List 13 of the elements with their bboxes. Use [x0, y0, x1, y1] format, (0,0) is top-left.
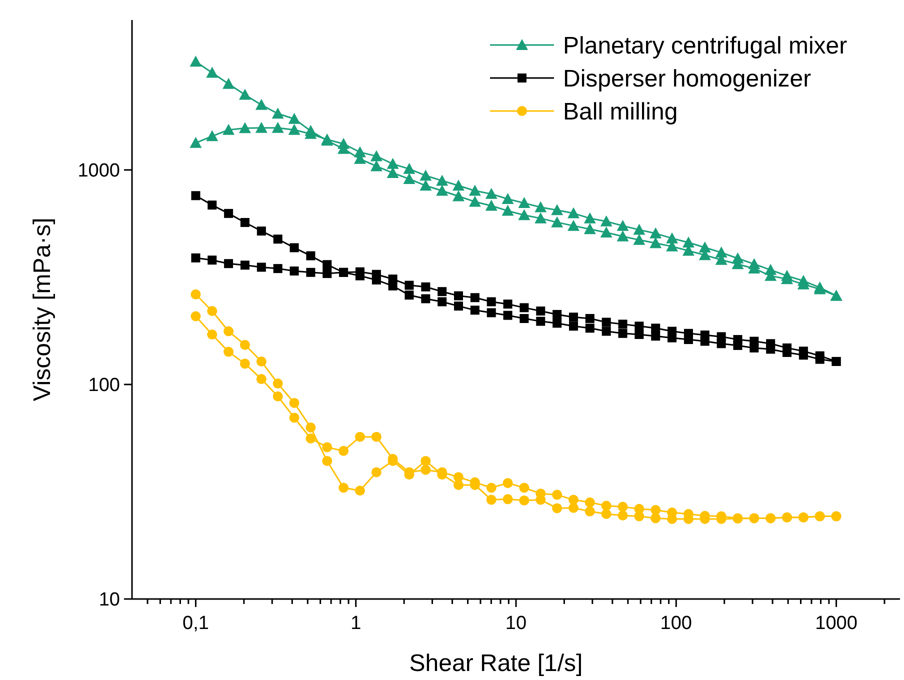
x-axis-title: Shear Rate [1/s] — [409, 650, 583, 677]
x-tick-label: 10 — [505, 613, 527, 634]
y-tick-label: 10 — [98, 590, 120, 611]
x-tick-label: 0,1 — [182, 613, 209, 634]
legend-label: Disperser homogenizer — [563, 65, 812, 92]
x-tick-label: 100 — [660, 613, 692, 634]
legend-label: Planetary centrifugal mixer — [563, 32, 848, 60]
y-axis-title: Viscosity [mPa·s] — [29, 218, 56, 402]
y-tick-label: 1000 — [78, 160, 120, 182]
y-tick-label: 100 — [88, 375, 120, 396]
x-tick-label: 1000 — [815, 613, 858, 634]
x-tick-label: 1 — [350, 613, 362, 634]
legend-label: Ball milling — [563, 98, 678, 126]
